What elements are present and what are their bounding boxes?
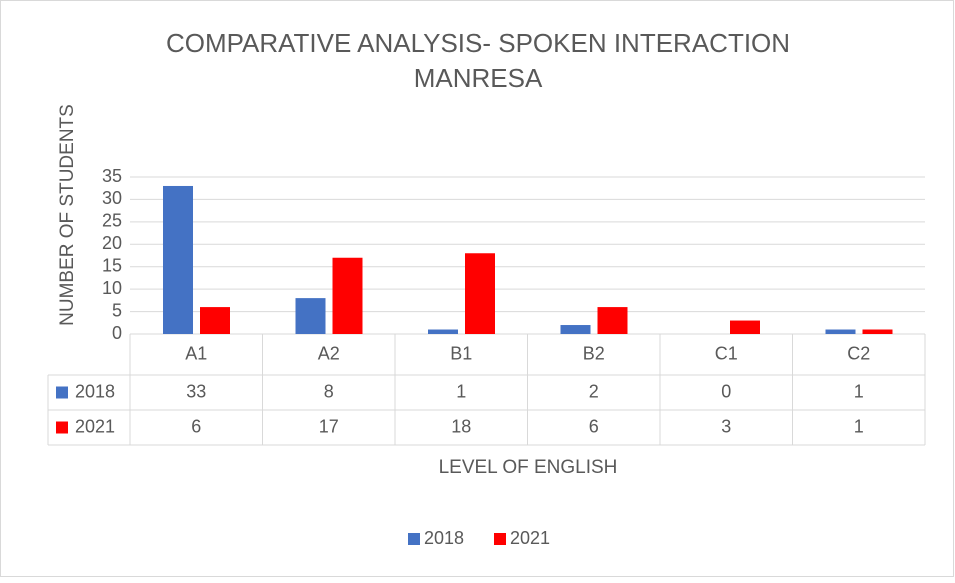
- chart-title: MANRESA: [414, 63, 543, 93]
- table-value: 1: [854, 381, 864, 401]
- table-value: 18: [451, 416, 471, 436]
- table-value: 3: [721, 416, 731, 436]
- bar: [332, 257, 363, 334]
- x-tick-label: C2: [847, 343, 870, 363]
- bar: [597, 307, 628, 334]
- x-axis-title: LEVEL OF ENGLISH: [439, 457, 618, 478]
- table-value: 2: [589, 381, 599, 401]
- y-tick-label: 5: [112, 300, 122, 320]
- y-axis-title: NUMBER OF STUDENTS: [57, 104, 78, 326]
- y-tick-label: 30: [102, 188, 122, 208]
- bar: [465, 253, 495, 334]
- bar: [428, 329, 458, 334]
- bar: [825, 329, 856, 334]
- legend-key: [408, 533, 420, 545]
- chart-title: COMPARATIVE ANALYSIS- SPOKEN INTERACTION: [166, 28, 790, 58]
- table-series-name: 2018: [75, 381, 115, 401]
- legend-key: [494, 533, 506, 545]
- bar: [862, 329, 893, 334]
- x-tick-label: A1: [185, 343, 207, 363]
- y-tick-label: 15: [102, 255, 122, 275]
- table-value: 1: [456, 381, 466, 401]
- table-value: 0: [721, 381, 731, 401]
- x-tick-label: B2: [583, 343, 605, 363]
- bar: [163, 185, 193, 334]
- y-tick-label: 35: [102, 166, 122, 186]
- legend-label: 2018: [424, 528, 464, 548]
- table-series-name: 2021: [75, 416, 115, 436]
- y-tick-label: 10: [102, 278, 122, 298]
- bar: [295, 298, 326, 334]
- x-tick-label: A2: [318, 343, 340, 363]
- bar: [560, 325, 591, 334]
- table-value: 6: [589, 416, 599, 436]
- y-tick-label: 20: [102, 233, 122, 253]
- table-legend-key: [56, 421, 68, 434]
- table-value: 8: [324, 381, 334, 401]
- table-value: 33: [186, 381, 206, 401]
- y-tick-label: 25: [102, 211, 122, 231]
- table-value: 6: [191, 416, 201, 436]
- x-tick-label: B1: [450, 343, 472, 363]
- table-value: 17: [319, 416, 339, 436]
- table-value: 1: [854, 416, 864, 436]
- x-tick-label: C1: [715, 343, 738, 363]
- bar: [730, 320, 760, 334]
- y-tick-label: 0: [112, 323, 122, 343]
- table-legend-key: [56, 386, 68, 399]
- bar: [200, 307, 230, 334]
- legend-label: 2021: [510, 528, 550, 548]
